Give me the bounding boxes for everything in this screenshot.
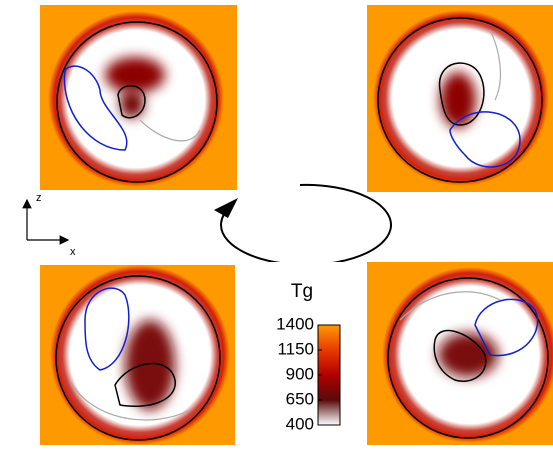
rotation-arrow <box>214 183 392 266</box>
colorbar-tick-label: 400 <box>286 414 314 433</box>
panel-bottom-right <box>367 262 553 445</box>
colorbar-tick-label: 1400 <box>276 314 314 333</box>
colorbar: Tg 1400 1150 900 650 400 <box>268 262 352 445</box>
colorbar-label: Tg <box>291 281 313 302</box>
z-label: z <box>36 192 42 204</box>
panel-bottom-left <box>40 265 235 445</box>
axes-indicator: z x <box>22 192 76 258</box>
colorbar-tick-label: 650 <box>286 389 314 408</box>
panel-top-right <box>367 5 553 192</box>
colorbar-tick-label: 900 <box>286 364 314 383</box>
x-label: x <box>70 246 76 258</box>
colorbar-tick-label: 1150 <box>277 339 314 358</box>
panel-top-left <box>40 5 237 190</box>
